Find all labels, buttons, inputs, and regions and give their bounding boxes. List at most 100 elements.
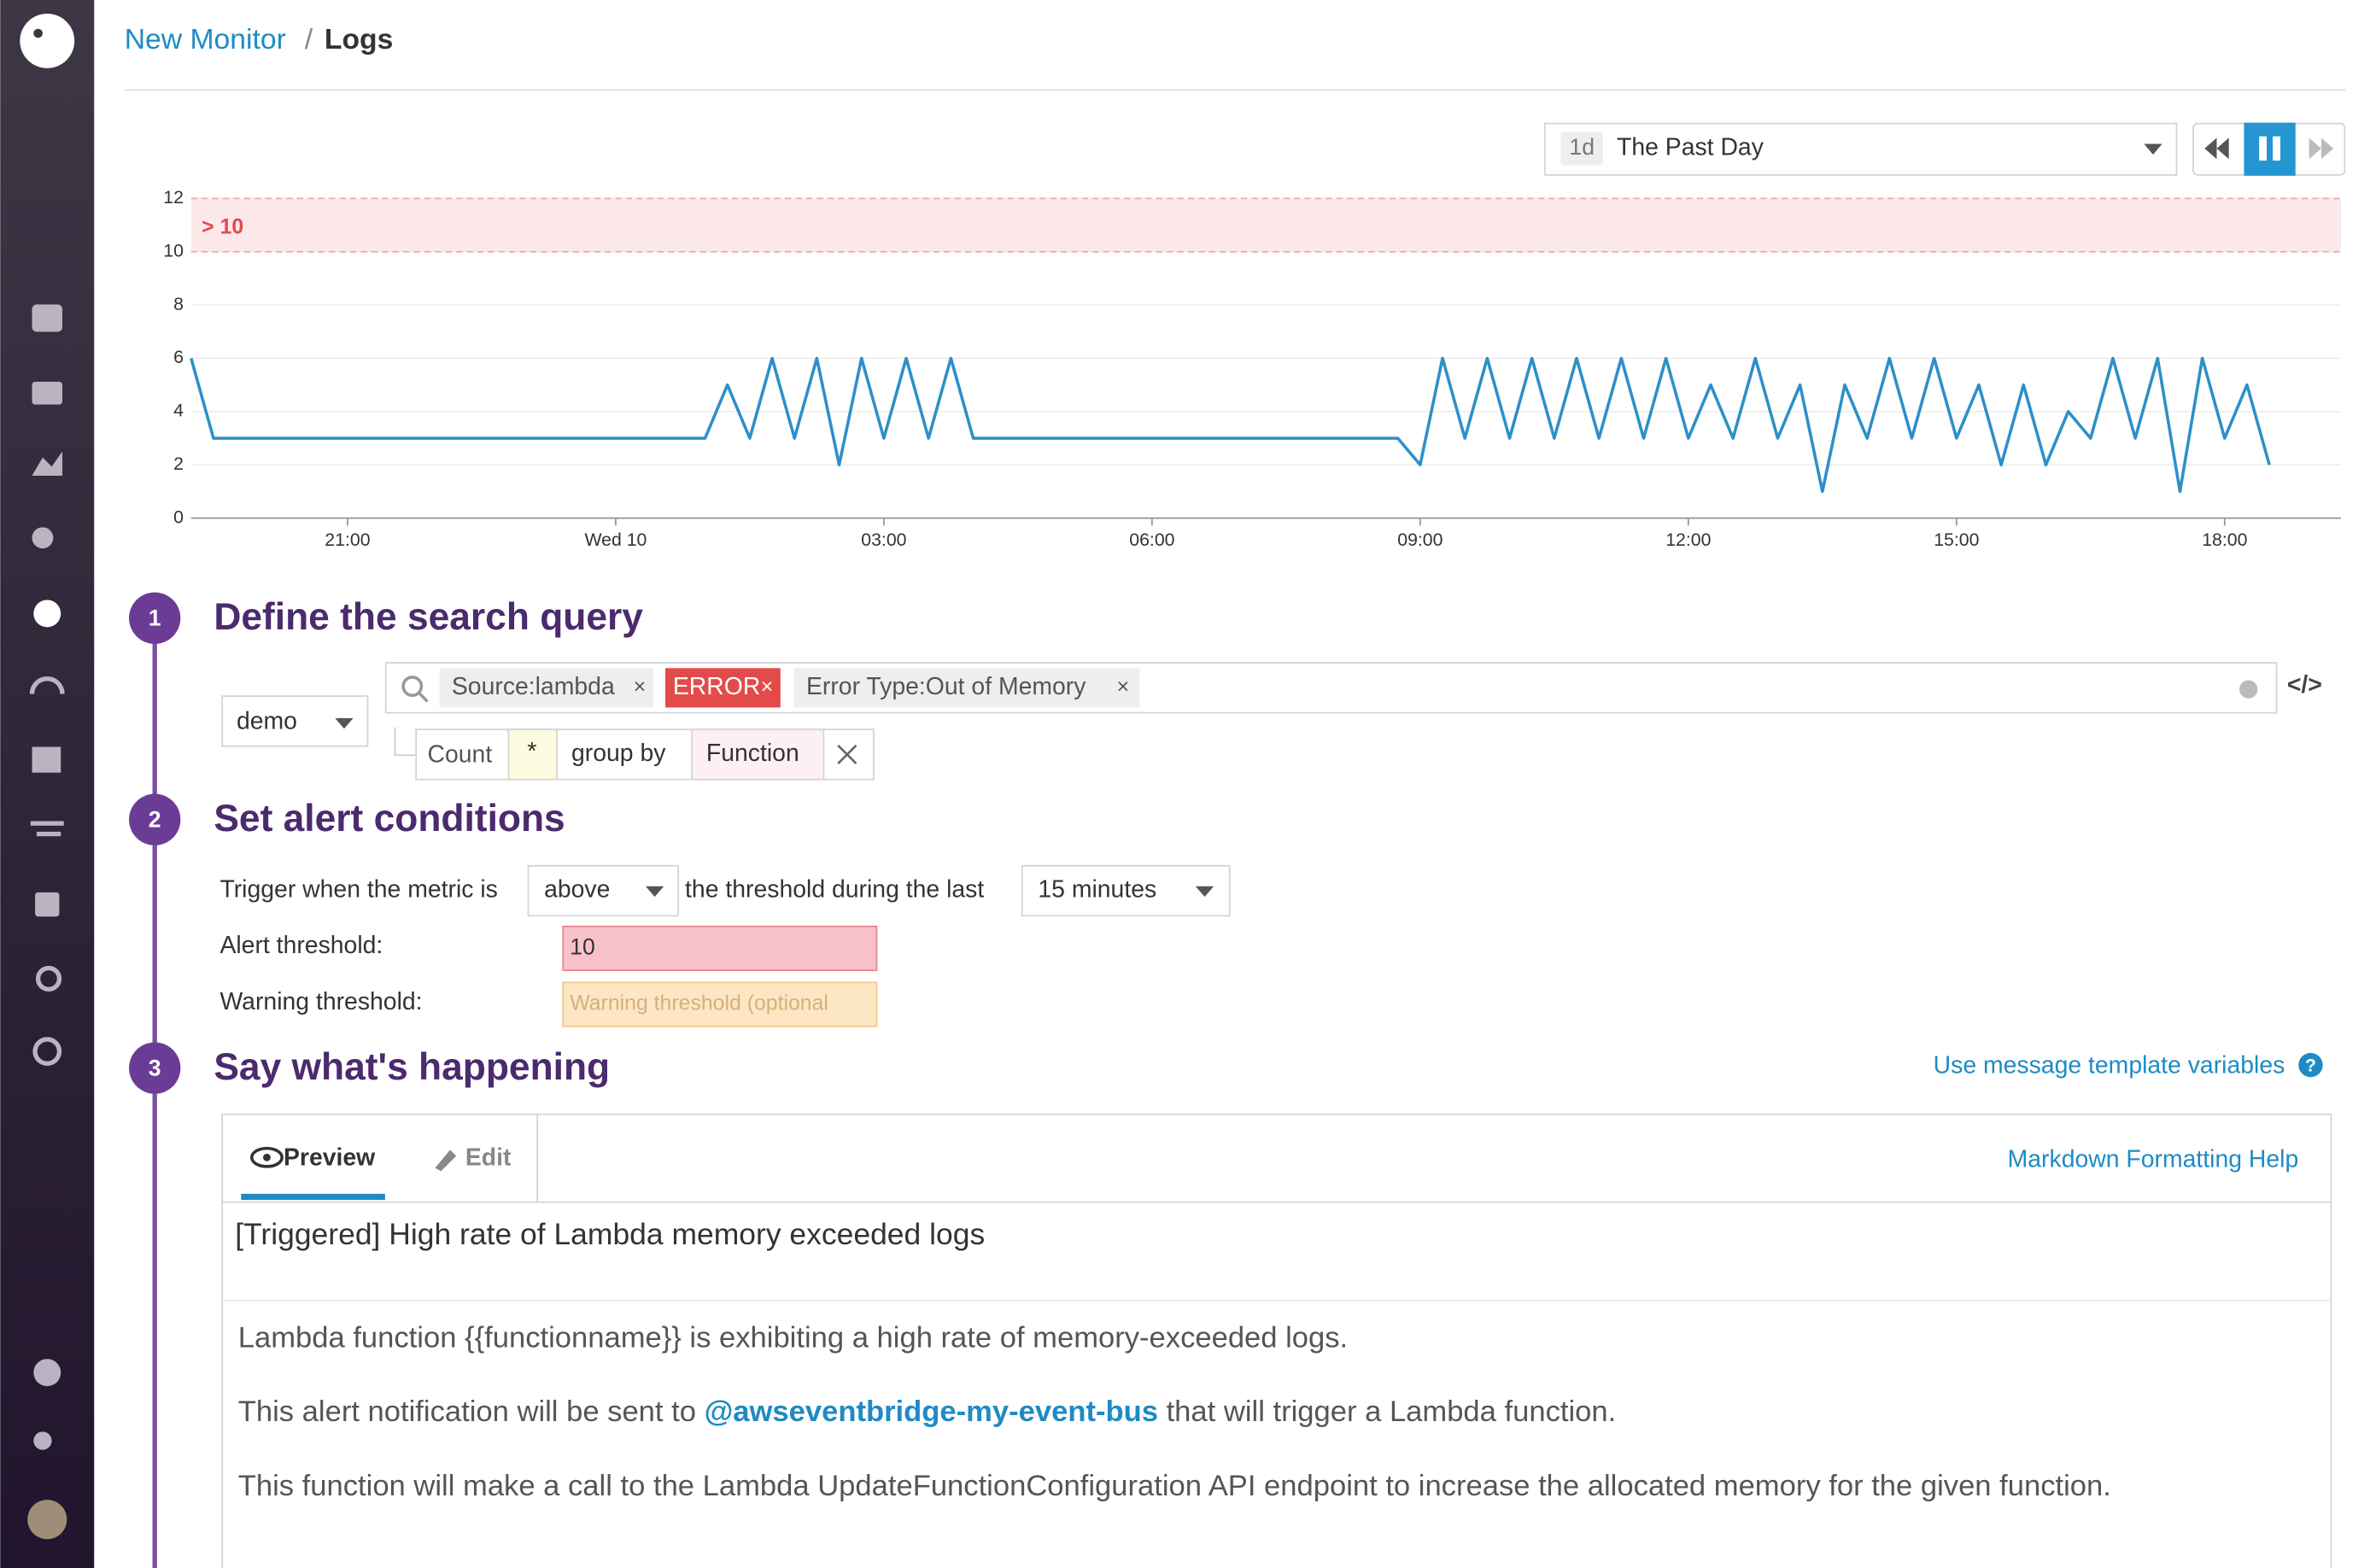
breadcrumb-separator: / xyxy=(305,23,313,56)
tag-remove[interactable]: × xyxy=(761,676,774,699)
body-line: This alert notification will be sent to … xyxy=(238,1395,1616,1428)
pause-bar xyxy=(2273,136,2280,161)
warning-label: Warning threshold: xyxy=(219,988,422,1015)
warning-placeholder: Warning threshold (optional xyxy=(570,992,828,1015)
x-tick-label: 06:00 xyxy=(1129,529,1174,550)
x-tick-label: 15:00 xyxy=(1934,529,1979,550)
pause-button[interactable] xyxy=(2244,122,2296,176)
timeframe-short: 1d xyxy=(1569,134,1595,160)
alert-label: Alert threshold: xyxy=(219,932,383,959)
nav-icon[interactable] xyxy=(32,304,62,332)
search-icon xyxy=(401,676,424,697)
nav-icon[interactable] xyxy=(35,892,60,917)
nav-help[interactable] xyxy=(33,1359,61,1387)
step-title: Define the search query xyxy=(214,596,643,638)
caret xyxy=(335,717,354,729)
group-by-box[interactable] xyxy=(691,728,825,781)
steps: 1 Define the search query 2 Set alert condi… xyxy=(129,592,643,1094)
tag-text: Source:lambda xyxy=(452,673,615,700)
rewind-button[interactable] xyxy=(2204,137,2229,160)
logo-eye xyxy=(33,28,43,38)
y-tick-label: 8 xyxy=(173,294,184,314)
group-by: Function xyxy=(706,740,799,767)
nav-icon[interactable] xyxy=(32,746,61,773)
window: 15 minutes xyxy=(1038,876,1156,904)
tag-remove[interactable]: × xyxy=(634,676,647,699)
body-line: This function will make a call to the La… xyxy=(238,1470,2111,1502)
step-title: Set alert conditions xyxy=(214,798,565,840)
search-icon xyxy=(417,691,429,703)
threshold-band xyxy=(190,198,2341,252)
x-tick-label: 03:00 xyxy=(861,529,906,550)
measure-box[interactable] xyxy=(507,728,559,781)
nav-icon[interactable] xyxy=(32,382,62,405)
nav-icon[interactable] xyxy=(32,451,62,477)
nav-icon[interactable] xyxy=(32,527,54,549)
timeframe-label: The Past Day xyxy=(1617,133,1764,161)
tab-edit[interactable]: Edit xyxy=(465,1144,512,1172)
tag-remove[interactable]: × xyxy=(1117,676,1130,699)
step-number: 2 xyxy=(149,806,161,832)
y-tick-label: 6 xyxy=(173,347,184,367)
avatar[interactable] xyxy=(27,1500,67,1540)
sidebar xyxy=(0,0,95,1568)
window-select[interactable] xyxy=(1021,864,1231,917)
forward-button[interactable] xyxy=(2309,137,2334,160)
help-icon-glyph: ? xyxy=(2305,1055,2316,1075)
timeframe-select[interactable]: 1d The Past Day xyxy=(1543,122,2178,176)
nav-icon[interactable] xyxy=(32,1037,62,1066)
logo[interactable] xyxy=(20,13,75,68)
tag-text: Error Type:Out of Memory xyxy=(806,673,1086,700)
source-select[interactable]: demo xyxy=(221,695,369,747)
nav-icon[interactable] xyxy=(35,965,62,992)
clear-button[interactable] xyxy=(2239,680,2258,699)
step-number: 3 xyxy=(149,1055,161,1080)
step-badge xyxy=(129,592,181,644)
caret xyxy=(645,886,664,898)
y-tick-label: 10 xyxy=(163,240,184,260)
nav-team[interactable] xyxy=(33,1431,52,1450)
nav-icon[interactable] xyxy=(29,676,65,694)
tag-text: ERROR xyxy=(673,673,760,700)
x-tick-label: Wed 10 xyxy=(584,529,647,550)
nav-icon[interactable] xyxy=(30,821,64,826)
tag[interactable] xyxy=(439,668,653,708)
mention[interactable]: @awseventbridge-my-event-bus xyxy=(705,1395,1158,1428)
alert-input[interactable] xyxy=(562,925,878,972)
markdown-help[interactable]: Markdown Formatting Help xyxy=(2008,1145,2299,1173)
body-text: This alert notification will be sent to xyxy=(238,1395,705,1428)
remove-group[interactable] xyxy=(837,744,857,764)
body-line: Lambda function {{functionname}} is exhi… xyxy=(238,1321,1348,1354)
warning-input[interactable] xyxy=(562,981,878,1027)
select-box xyxy=(1543,122,2178,176)
nav-icon-active[interactable] xyxy=(33,600,61,628)
threshold-label: > 10 xyxy=(202,216,243,239)
trigger-prefix: Trigger when the metric is xyxy=(219,876,497,904)
sidebar-bg xyxy=(0,0,95,1568)
tab-preview[interactable]: Preview xyxy=(284,1144,376,1172)
group-by-label: group by xyxy=(571,740,666,767)
trigger-middle: the threshold during the last xyxy=(685,876,984,904)
alert-value: 10 xyxy=(570,934,595,960)
tag[interactable] xyxy=(665,668,781,708)
help-icon[interactable] xyxy=(2298,1052,2323,1078)
caret xyxy=(1195,886,1214,898)
code-toggle[interactable]: </> xyxy=(2287,671,2322,699)
timeframe-badge xyxy=(1560,132,1604,166)
step-badge xyxy=(129,793,181,845)
pencil-icon xyxy=(435,1150,457,1172)
message-subject: [Triggered] High rate of Lambda memory e… xyxy=(235,1217,985,1251)
help-link[interactable]: Use message template variables xyxy=(1934,1051,2285,1079)
aggregation[interactable]: Count xyxy=(427,741,492,769)
comparator: above xyxy=(544,876,610,904)
tag[interactable] xyxy=(793,668,1140,708)
breadcrumb-link[interactable]: New Monitor xyxy=(125,23,286,56)
measure: * xyxy=(527,738,536,765)
x-tick-label: 21:00 xyxy=(325,529,370,550)
y-tick-label: 2 xyxy=(173,453,184,474)
x-tick-label: 12:00 xyxy=(1665,529,1711,550)
tab-underline xyxy=(241,1193,385,1200)
body-text: that will trigger a Lambda function. xyxy=(1158,1395,1616,1428)
